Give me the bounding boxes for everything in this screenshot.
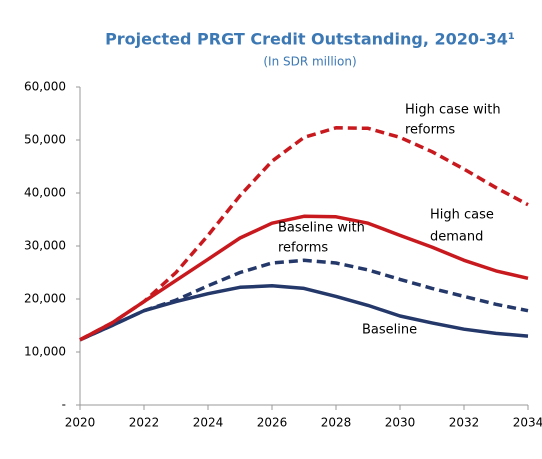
y-tick-label: 60,000 <box>24 80 66 94</box>
annotation: demand <box>430 230 483 245</box>
annotation: Baseline with <box>278 221 365 236</box>
annotation: High case with <box>405 103 501 118</box>
annotation: Baseline <box>362 323 417 338</box>
chart-title: Projected PRGT Credit Outstanding, 2020-… <box>105 30 515 49</box>
chart-subtitle: (In SDR million) <box>263 55 356 69</box>
annotation: reforms <box>278 241 328 256</box>
y-tick-label: 30,000 <box>24 239 66 253</box>
y-tick-label: 40,000 <box>24 186 66 200</box>
x-tick-label: 2032 <box>449 416 480 430</box>
y-tick-label: 10,000 <box>24 345 66 359</box>
x-tick-label: 2022 <box>129 416 160 430</box>
series-line <box>79 126 529 342</box>
x-tick-label: 2028 <box>321 416 352 430</box>
x-tick-label: 2026 <box>257 416 288 430</box>
series-line <box>79 214 529 342</box>
x-tick-label: 2024 <box>193 416 224 430</box>
x-tick-label: 2034 <box>513 416 542 430</box>
y-tick-label: 20,000 <box>24 292 66 306</box>
y-tick-label: 50,000 <box>24 133 66 147</box>
series-line <box>79 284 529 342</box>
x-tick-label: 2020 <box>65 416 96 430</box>
y-tick-label: - <box>62 398 66 412</box>
x-tick-label: 2030 <box>385 416 416 430</box>
annotation: High case <box>430 208 494 223</box>
annotation: reforms <box>405 123 455 138</box>
series-line <box>79 258 529 342</box>
